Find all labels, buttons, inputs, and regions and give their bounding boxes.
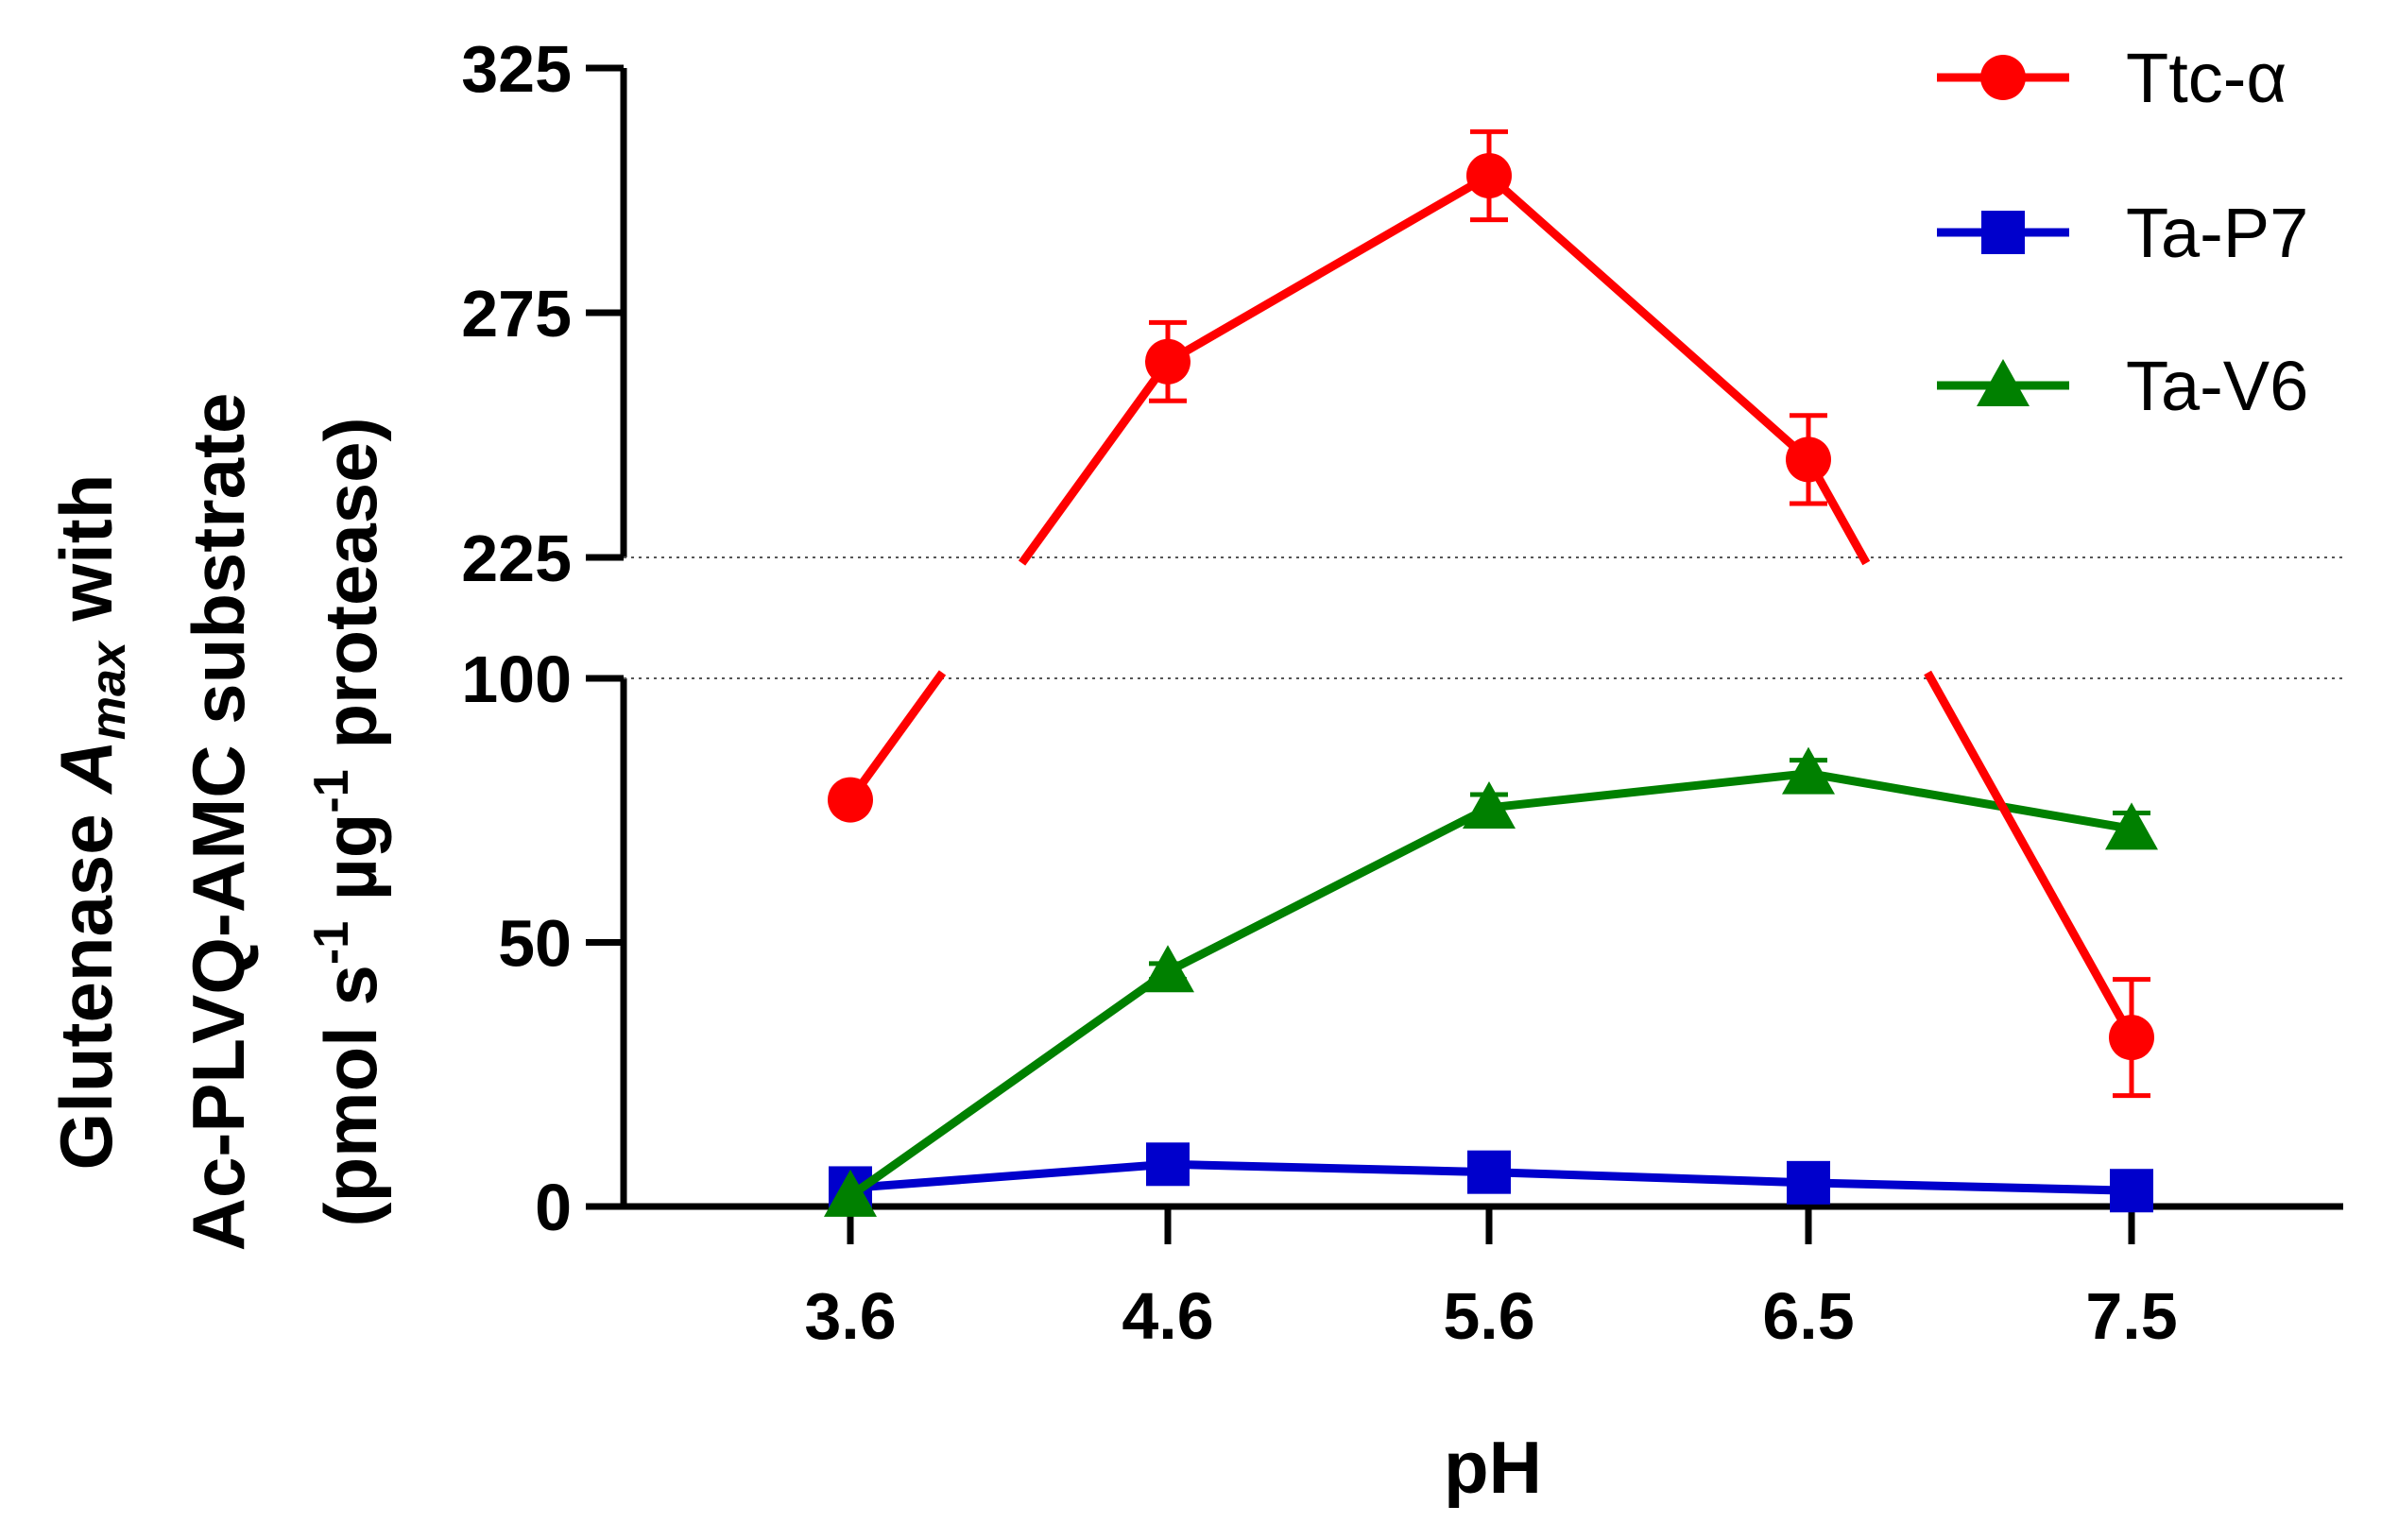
series-line-segment [1486, 172, 1811, 463]
x-axis-title: pH [1444, 1426, 1542, 1509]
legend-item: Ttc-α [1937, 39, 2287, 117]
y-tick-label: 0 [535, 1171, 572, 1244]
data-point [2109, 1015, 2154, 1061]
series-line-segment [848, 967, 1171, 1200]
x-tick-label: 5.6 [1443, 1279, 1534, 1353]
legend-marker [1977, 359, 2030, 406]
x-tick-label: 4.6 [1122, 1279, 1213, 1353]
y-tick-label: 225 [461, 522, 572, 595]
data-point [1466, 152, 1512, 198]
axes: 0 50 100 225 275 325 3.6 4.6 5.6 6.5 7.5 [461, 32, 2343, 1353]
y-tick-label: 100 [461, 642, 572, 716]
data-point [2110, 1169, 2153, 1213]
legend-label: Ta-V6 [2126, 347, 2308, 425]
y-tick-label: 325 [461, 32, 572, 106]
legend: Ttc-α Ta-P7 Ta-V6 [1937, 39, 2308, 425]
data-point [828, 777, 873, 823]
data-point [1786, 436, 1831, 483]
legend-item: Ta-V6 [1937, 347, 2308, 425]
series-line-segment [1165, 803, 1492, 976]
data-point [1787, 1160, 1830, 1205]
svg-text:(pmol s-1 µg-1 protease): (pmol s-1 µg-1 protease) [304, 418, 392, 1227]
series-Ta-P7 [829, 1142, 2153, 1213]
series-layer [824, 128, 2158, 1217]
series-line-segment [1807, 769, 2133, 833]
data-point [1782, 746, 1835, 795]
data-point [1145, 338, 1190, 385]
series-Ttc-α [828, 128, 2154, 1099]
x-tick-label: 3.6 [804, 1279, 896, 1353]
series-Ta-V6 [824, 746, 2158, 1217]
series-line-segment [1488, 1168, 1809, 1188]
data-point [2105, 802, 2158, 850]
y-axis-title: Glutenase Amax with Ac-PLVQ-AMC substrat… [44, 393, 392, 1252]
series-line-segment [1018, 359, 1172, 566]
series-line-segment [1167, 1159, 1490, 1177]
y-tick-label: 275 [461, 277, 572, 351]
y-tick-label: 50 [498, 907, 572, 981]
x-tick-label: 7.5 [2085, 1279, 2177, 1353]
data-point [824, 1169, 877, 1217]
legend-item: Ta-P7 [1937, 194, 2308, 272]
data-point [1467, 1150, 1511, 1194]
legend-marker [1980, 55, 2026, 100]
svg-text:Ac-PLVQ-AMC substrate: Ac-PLVQ-AMC substrate [177, 393, 260, 1252]
data-point [1146, 1142, 1190, 1187]
svg-text:Glutenase Amax with: Glutenase Amax with [44, 474, 136, 1171]
series-line-segment [1924, 670, 2135, 1040]
series-line-segment [849, 1159, 1169, 1192]
series-line-segment [847, 670, 947, 803]
legend-label: Ta-P7 [2126, 194, 2308, 272]
legend-marker [1981, 211, 2025, 254]
legend-label: Ttc-α [2126, 39, 2287, 117]
data-point [1463, 780, 1516, 829]
data-point [1141, 945, 1194, 993]
series-line-segment [1165, 172, 1492, 366]
x-tick-label: 6.5 [1762, 1279, 1854, 1353]
series-line-segment [1488, 769, 1809, 813]
series-line-segment [1807, 1178, 2133, 1195]
